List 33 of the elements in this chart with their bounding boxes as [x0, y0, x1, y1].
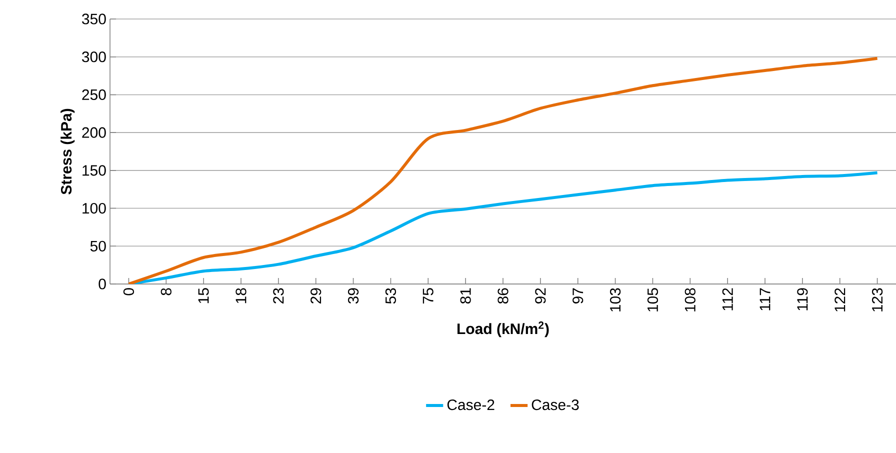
x-tick-label: 29	[310, 288, 322, 304]
x-tick-label: 97	[572, 288, 584, 304]
x-tick-label: 23	[273, 288, 284, 304]
x-tick-label: 122	[834, 288, 846, 312]
x-tick-label: 108	[684, 288, 696, 312]
x-tick-label: 15	[198, 288, 209, 304]
y-tick-label: 250	[82, 89, 106, 100]
x-tick-label: 92	[535, 288, 546, 304]
y-tick-label: 100	[82, 202, 106, 214]
x-tick-label: 105	[647, 288, 658, 312]
legend-label: Case-3	[532, 400, 579, 410]
y-axis-title: Stress (kPa)	[60, 108, 75, 194]
x-tick-label: 8	[160, 288, 172, 296]
x-tick-label: 75	[422, 288, 434, 304]
y-tick-label: 50	[90, 240, 106, 252]
legend-label: Case-2	[447, 400, 494, 410]
y-tick-label: 200	[82, 127, 106, 138]
x-tick-label: 119	[797, 288, 808, 310]
y-tick-label: 150	[82, 165, 106, 176]
x-tick-label: 112	[722, 288, 733, 310]
x-tick-label: 117	[760, 288, 770, 310]
x-axis-title: Load (kN/m$^{2}$)	[458, 321, 549, 338]
x-tick-label: 0	[123, 288, 134, 296]
x-tick-label: 81	[460, 288, 471, 304]
y-tick-label: 300	[82, 52, 106, 62]
x-tick-label: 39	[348, 288, 359, 304]
x-tick-label: 103	[610, 288, 621, 312]
y-tick-label: 350	[82, 14, 106, 24]
line-series	[127, 56, 879, 284]
x-tick-label: 53	[385, 288, 396, 304]
x-tick-label: 18	[236, 288, 246, 304]
x-tick-label: 86	[498, 288, 508, 304]
x-tick-label: 123	[872, 288, 883, 312]
